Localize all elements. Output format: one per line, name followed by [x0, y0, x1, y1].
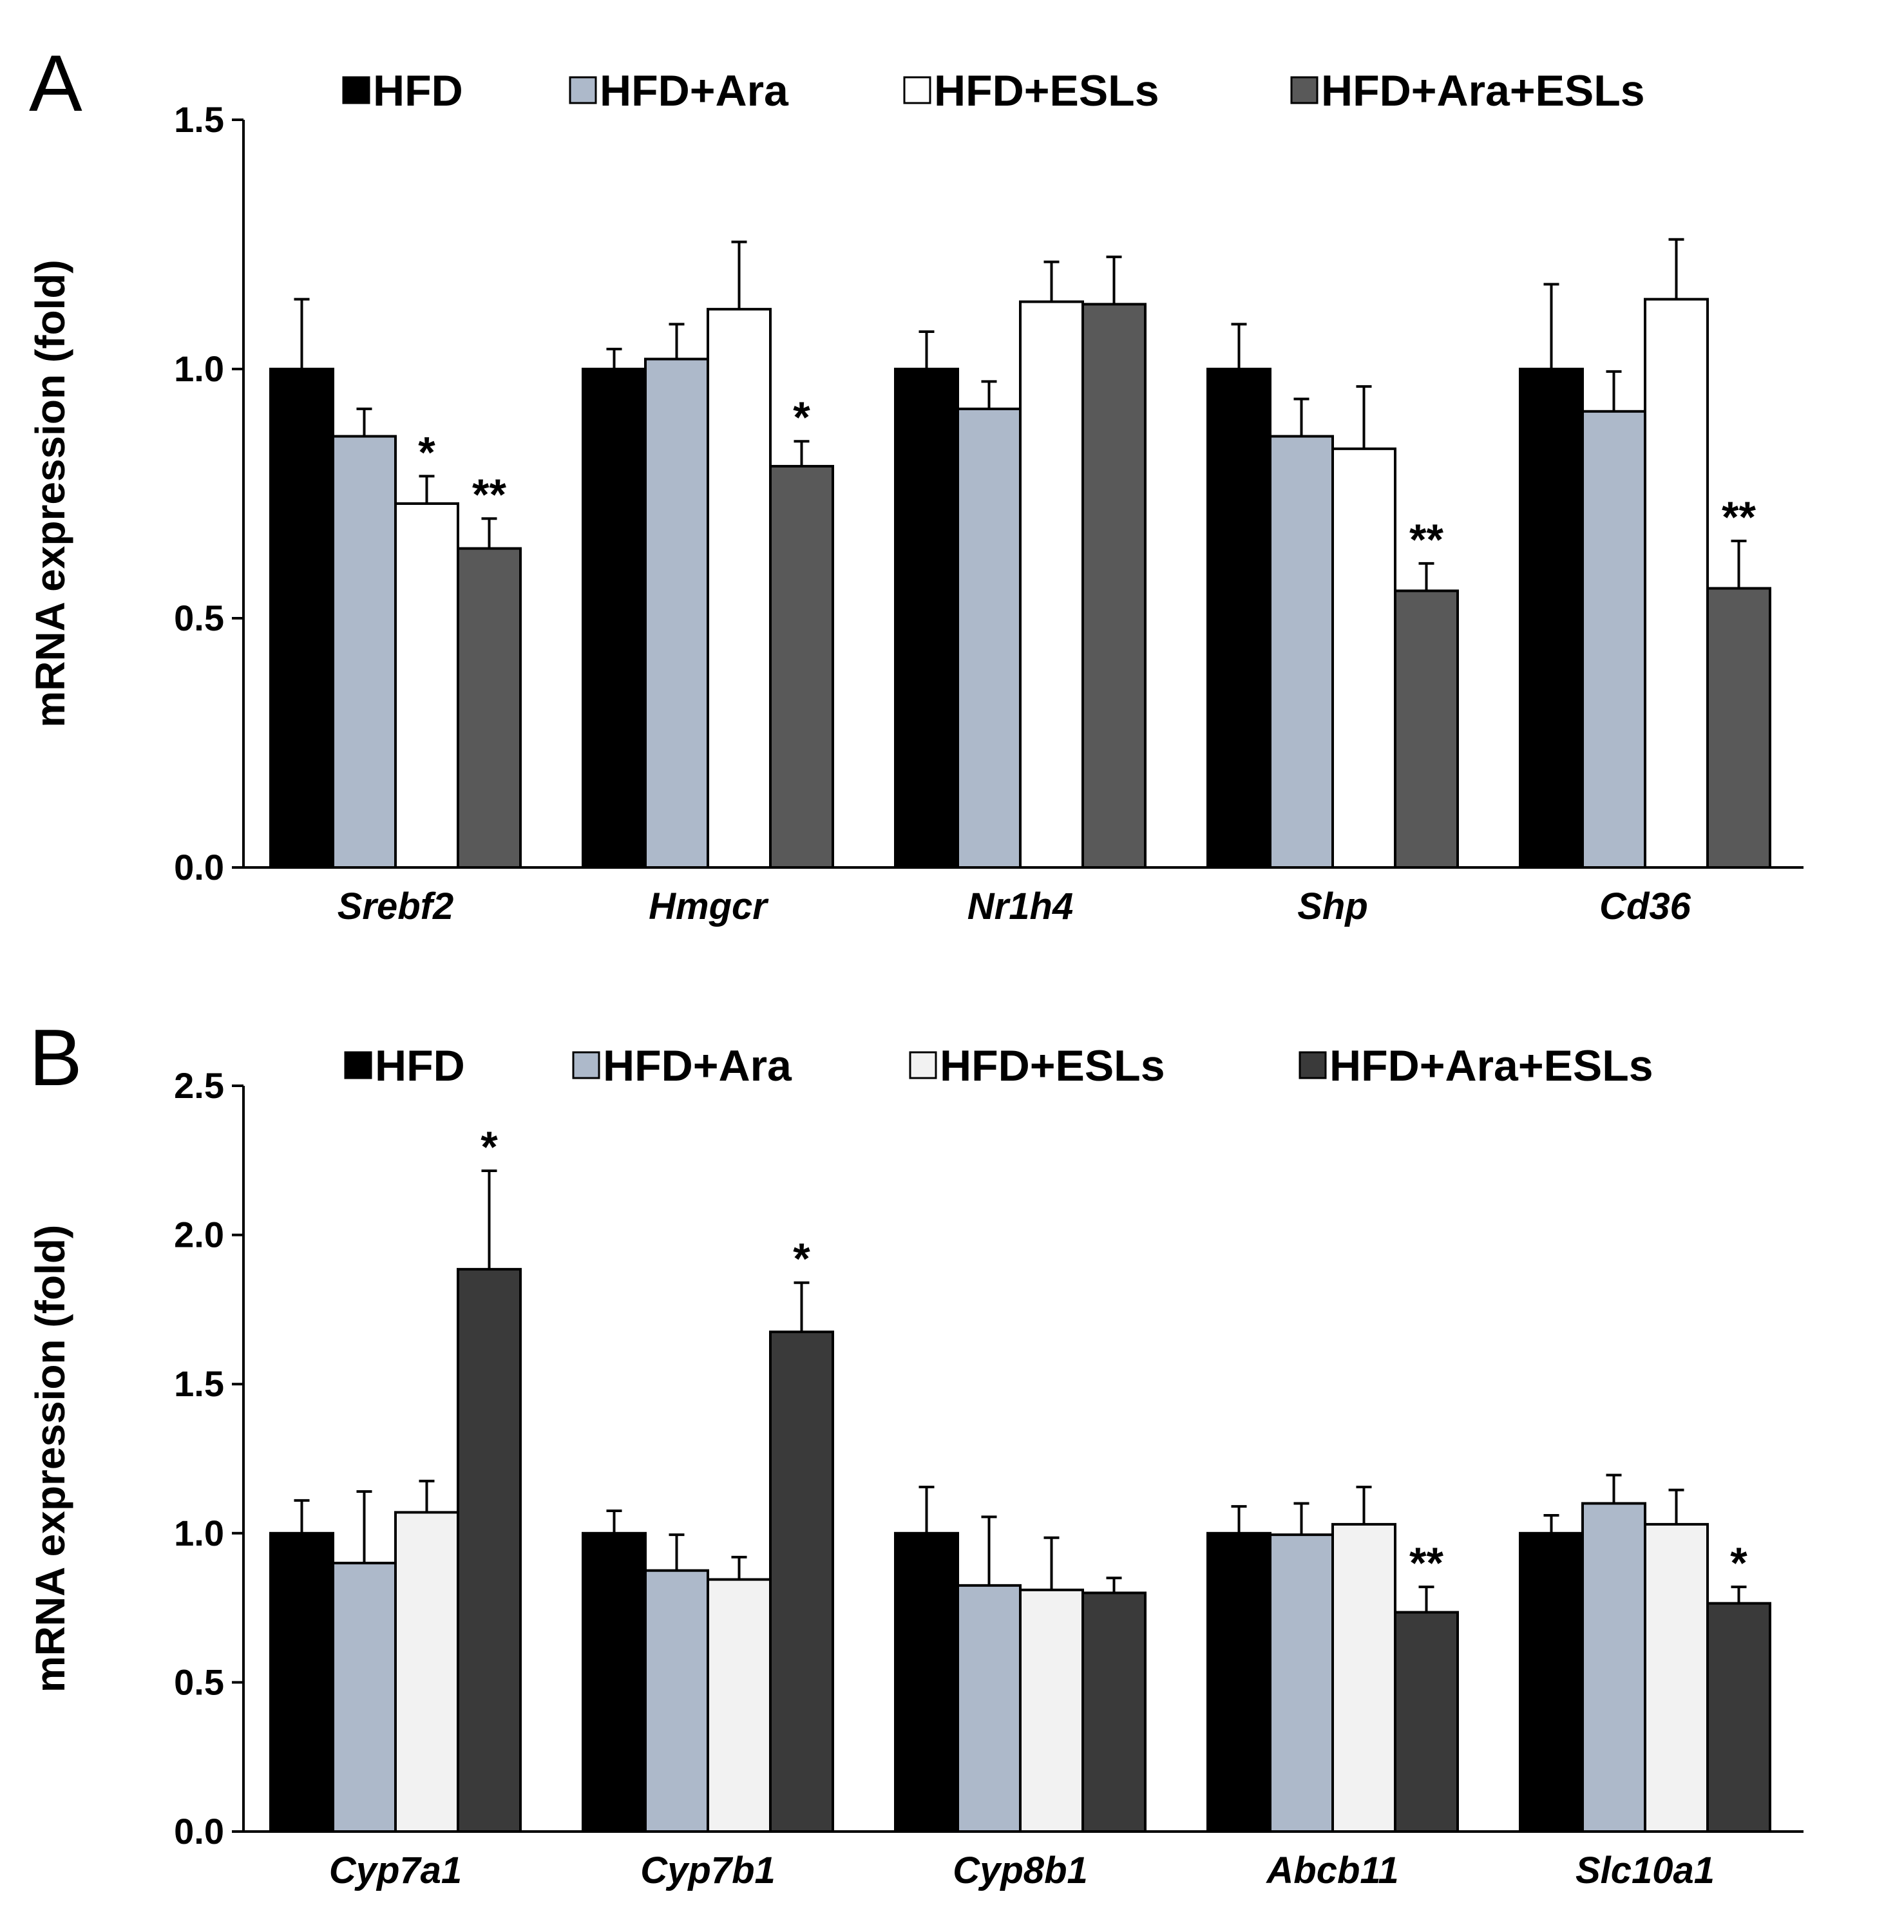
- bar: [1519, 368, 1584, 869]
- bar: [1331, 1522, 1396, 1833]
- legend-label-2: HFD+Ara: [603, 1041, 792, 1090]
- panel-label: B: [29, 1014, 82, 1103]
- bar: [332, 1562, 397, 1833]
- significance-mark: *: [793, 1235, 810, 1283]
- y-axis-label: mRNA expression (fold): [27, 1225, 73, 1693]
- bar: [957, 1584, 1022, 1833]
- x-tick-label: Cyp7b1: [640, 1850, 776, 1891]
- significance-mark: *: [793, 393, 810, 442]
- legend-label-1: HFD: [373, 66, 463, 115]
- bar: [1706, 587, 1771, 869]
- legend-swatch-2: [569, 76, 597, 104]
- x-tick-label: Cyp8b1: [953, 1850, 1088, 1891]
- legend-label-1: HFD: [375, 1041, 465, 1090]
- bar: [269, 1531, 334, 1833]
- y-tick-label: 1.0: [174, 348, 224, 389]
- bar: [394, 1511, 459, 1833]
- y-tick-label: 1.0: [174, 1513, 224, 1553]
- bar: [707, 1578, 772, 1833]
- bar: [707, 308, 772, 869]
- significance-mark: *: [418, 428, 435, 477]
- panel-a: A HFD HFD+Ara HFD+ESLs HFD+Ara+ESLs mRNA expr…: [27, 39, 1804, 927]
- bar: [1081, 303, 1147, 869]
- bar: [894, 368, 959, 869]
- bar: [1206, 1531, 1271, 1833]
- legend-label-2: HFD+Ara: [600, 66, 789, 115]
- y-tick-label: 1.5: [174, 1363, 224, 1404]
- bar: [894, 1531, 959, 1833]
- bar: [1706, 1602, 1771, 1833]
- y-tick-label: 0.5: [174, 1662, 224, 1702]
- legend-label-4: HFD+Ara+ESLs: [1321, 66, 1645, 115]
- bar: [769, 464, 834, 869]
- bar: [582, 1531, 647, 1833]
- legend-label-3: HFD+ESLs: [940, 1041, 1165, 1090]
- bar: [1081, 1591, 1147, 1833]
- legend-label-4: HFD+Ara+ESLs: [1329, 1041, 1653, 1090]
- bar: [1581, 1502, 1646, 1833]
- significance-mark: *: [481, 1122, 498, 1171]
- bar: [1644, 298, 1709, 869]
- bar: [457, 1267, 522, 1833]
- bar: [1331, 447, 1396, 869]
- x-tick-label: Hmgcr: [649, 886, 769, 927]
- bar: [644, 357, 709, 869]
- y-tick-label: 1.5: [174, 99, 224, 140]
- x-tick-label: Slc10a1: [1576, 1850, 1715, 1891]
- bar: [1019, 1588, 1084, 1833]
- bar: [1519, 1531, 1584, 1833]
- bar: [269, 368, 334, 869]
- y-axis-label: mRNA expression (fold): [27, 260, 73, 728]
- significance-mark: **: [1409, 1539, 1443, 1587]
- bar: [644, 1569, 709, 1833]
- legend-swatch-3: [903, 76, 931, 104]
- x-tick-label: Abcb11: [1265, 1850, 1398, 1891]
- legend-label-3: HFD+ESLs: [934, 66, 1159, 115]
- x-tick-label: Nr1h4: [967, 886, 1073, 927]
- x-tick-label: Shp: [1297, 886, 1368, 927]
- panel-b: B HFD HFD+Ara HFD+ESLs HFD+Ara+ESLs mRNA expr…: [27, 1014, 1804, 1891]
- bar: [1581, 410, 1646, 869]
- y-tick-label: 2.0: [174, 1215, 224, 1255]
- bar: [1394, 1611, 1459, 1833]
- significance-mark: **: [1722, 493, 1756, 542]
- x-tick-label: Cd36: [1599, 886, 1691, 927]
- panel-label: A: [29, 39, 82, 128]
- significance-mark: **: [1409, 515, 1443, 564]
- bar: [1269, 435, 1334, 869]
- bar: [1206, 368, 1271, 869]
- legend-swatch-1: [344, 1051, 372, 1079]
- bar: [769, 1331, 834, 1833]
- y-tick-label: 2.5: [174, 1065, 224, 1106]
- x-tick-label: Cyp7a1: [329, 1850, 462, 1891]
- significance-mark: **: [472, 470, 506, 519]
- bar: [332, 435, 397, 869]
- bar: [1019, 300, 1084, 869]
- bar: [957, 407, 1022, 869]
- bar: [582, 368, 647, 869]
- legend-swatch-4: [1299, 1051, 1327, 1079]
- y-tick-label: 0.0: [174, 1811, 224, 1852]
- legend-swatch-1: [342, 76, 370, 104]
- bar: [1394, 589, 1459, 869]
- bar: [1644, 1522, 1709, 1833]
- y-tick-label: 0.5: [174, 598, 224, 638]
- legend-swatch-2: [572, 1051, 600, 1079]
- bar: [394, 502, 459, 869]
- legend-swatch-4: [1290, 76, 1319, 104]
- significance-mark: *: [1730, 1539, 1747, 1587]
- bar: [457, 547, 522, 869]
- legend-swatch-3: [909, 1051, 937, 1079]
- bar: [1269, 1533, 1334, 1833]
- x-tick-label: Srebf2: [338, 886, 454, 927]
- y-tick-label: 0.0: [174, 847, 224, 887]
